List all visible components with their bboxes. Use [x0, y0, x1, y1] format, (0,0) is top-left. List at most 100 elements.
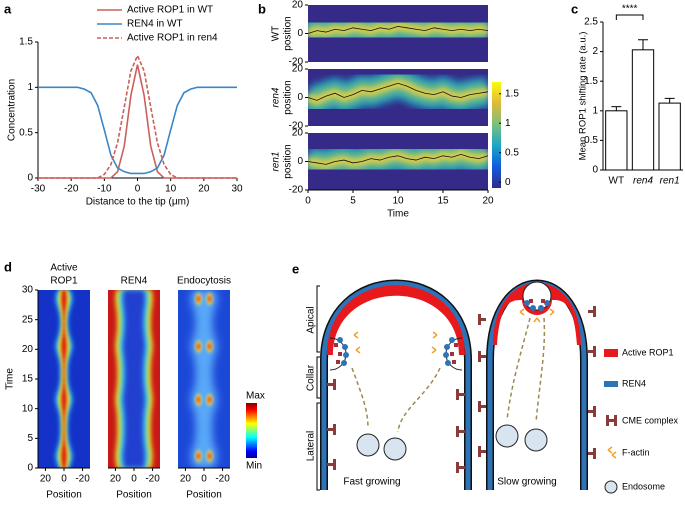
cell-label: Fast growing	[343, 477, 400, 488]
legend-label: REN4 in WT	[127, 19, 183, 30]
legend-label: Active ROP1 in WT	[127, 5, 213, 16]
series-line	[38, 53, 237, 179]
heat-spot	[208, 342, 212, 350]
y-axis-label: ren1	[271, 151, 282, 171]
legend-label: Active ROP1	[622, 347, 674, 357]
x-tick-label: 10	[165, 184, 177, 195]
y-tick-label: 1	[592, 105, 598, 116]
endosome	[524, 428, 548, 452]
facet-title: Endocytosis	[177, 276, 231, 287]
y-tick-label: 2	[592, 46, 598, 57]
legend-swatch	[604, 480, 618, 494]
x-tick-label: ren4	[633, 176, 653, 187]
y-tick-label: 1.5	[19, 37, 33, 48]
x-tick-label: -20	[64, 184, 79, 195]
x-axis-label: Distance to the tip (μm)	[86, 197, 190, 208]
y-tick-label: 20	[292, 64, 304, 75]
heatmap	[38, 290, 90, 468]
y-tick-label: 0.5	[584, 135, 598, 146]
heat-spot	[208, 396, 212, 404]
x-tick-label: -20	[75, 474, 90, 485]
colorbar-label: Max	[246, 391, 265, 402]
y-tick-label: 2.5	[584, 17, 598, 28]
y-tick-label: -20	[289, 121, 304, 132]
trace-line	[307, 153, 489, 165]
y-tick-label: 0	[27, 463, 33, 474]
x-tick-label: 20	[110, 474, 122, 485]
colorbar-tick-label: 1.5	[505, 88, 519, 99]
x-tick-label: 20	[40, 474, 52, 485]
panel-label: d	[4, 259, 12, 274]
heat-spot	[208, 452, 212, 460]
endocytosis-arrow	[506, 317, 546, 423]
legend-label: Endosome	[622, 481, 665, 491]
heat-spot	[208, 295, 212, 303]
colorbar-tick-label: 1	[505, 118, 511, 129]
panel-label: e	[292, 261, 299, 276]
x-tick-label: 5	[350, 196, 356, 207]
y-tick-label: 0	[27, 173, 33, 184]
bar	[631, 49, 655, 171]
facet-title: ROP1	[50, 276, 78, 287]
x-tick-label: -30	[31, 184, 46, 195]
vesicle-cluster	[524, 299, 550, 311]
legend-label: F-actin	[622, 447, 650, 457]
x-tick-label: 20	[180, 474, 192, 485]
region-label: Apical	[306, 306, 317, 333]
x-tick-label: ren1	[660, 176, 680, 187]
x-tick-label: 0	[201, 474, 207, 485]
legend-label: REN4	[622, 378, 646, 388]
colorbar	[246, 403, 257, 458]
trace-line	[307, 82, 489, 101]
cell-label: Slow growing	[497, 477, 556, 488]
colorbar-label: Min	[246, 461, 262, 472]
y-tick-label: 15	[22, 374, 34, 385]
heat-band	[122, 290, 146, 468]
series-line	[38, 64, 237, 179]
y-tick-label: 0	[592, 165, 598, 176]
y-tick-label: -20	[289, 57, 304, 68]
x-axis-label: Position	[186, 490, 222, 501]
series-line	[38, 86, 237, 175]
y-axis-label: ren4	[271, 87, 282, 107]
colorbar-tick-label: 0.5	[505, 147, 519, 158]
x-tick-label: -10	[97, 184, 112, 195]
x-tick-label: 0	[135, 184, 141, 195]
annotation: ****	[622, 4, 638, 15]
y-tick-label: 0	[297, 92, 303, 103]
legend-label: CME complex	[622, 415, 679, 425]
y-tick-label: 1.5	[584, 76, 598, 87]
diagram: e Apical Collar Lateral	[292, 261, 679, 494]
endocytosis-arrow	[351, 367, 441, 433]
x-tick-label: 0	[305, 196, 311, 207]
y-axis-label: WT	[271, 26, 282, 42]
y-tick-label: 20	[292, 128, 304, 139]
heat-spot	[196, 342, 200, 350]
cme-complex	[478, 306, 596, 459]
x-tick-label: 30	[231, 184, 243, 195]
region-label: Lateral	[306, 431, 317, 462]
endosome	[495, 424, 519, 448]
y-axis-label: position	[283, 16, 294, 50]
colorbar-tick-label: 0	[505, 177, 511, 188]
heat-spot	[196, 295, 200, 303]
heat-spot	[196, 396, 200, 404]
legend-swatch	[604, 349, 618, 357]
cme-complex	[327, 379, 465, 473]
x-tick-label: 10	[392, 196, 404, 207]
colorbar	[492, 82, 501, 188]
legend-label: Active ROP1 in ren4	[127, 33, 218, 44]
y-tick-label: 20	[292, 0, 304, 11]
active-rop1-cap	[327, 285, 465, 355]
significance-bracket	[615, 14, 644, 20]
x-axis-label: Position	[46, 490, 82, 501]
x-axis-label: Time	[387, 209, 409, 220]
region-bracket	[316, 285, 320, 491]
y-tick-label: -20	[289, 185, 304, 196]
f-actin	[519, 308, 555, 323]
panel-label: b	[258, 1, 266, 16]
heatmap	[108, 290, 160, 468]
x-tick-label: WT	[609, 176, 625, 187]
y-tick-label: 0.5	[19, 127, 33, 138]
